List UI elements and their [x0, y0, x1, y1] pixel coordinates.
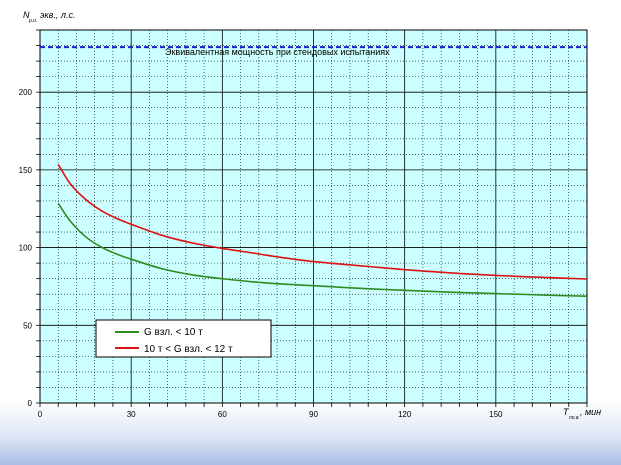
legend-box — [95, 319, 272, 358]
y-axis-label: N — [23, 10, 30, 20]
tick-marks — [36, 29, 588, 407]
x-tick-label: 120 — [398, 410, 412, 419]
legend: G взл. < 10 т 10 т < G взл. < 12 т — [95, 319, 272, 358]
y-tick-label: 150 — [19, 166, 33, 175]
y-tick-label: 50 — [23, 321, 32, 330]
y-tick-label: 200 — [19, 88, 33, 97]
y-axis-label-main: N — [23, 10, 30, 20]
x-axis-label-main: T — [563, 407, 570, 417]
y-tick-label: 0 — [28, 399, 33, 408]
x-tick-label: 60 — [218, 410, 227, 419]
x-tick-label: 30 — [127, 410, 136, 419]
y-tick-label: 100 — [19, 244, 33, 253]
legend-label-g-10-12t: 10 т < G взл. < 12 т — [144, 344, 233, 355]
legend-label-g-under-10t: G взл. < 10 т — [144, 327, 203, 338]
series-layer — [57, 163, 588, 297]
y-axis-label-sub: р.о. — [28, 18, 37, 24]
x-axis-label-rest: , мин — [580, 407, 601, 417]
reference-annotation: Эквивалентная мощность при стендовых исп… — [165, 47, 390, 57]
tick-labels: 0 50 100 150 200 0 30 60 90 120 150 — [19, 88, 503, 419]
x-tick-label: 90 — [309, 410, 318, 419]
x-tick-label: 150 — [489, 410, 503, 419]
series-line-0 — [57, 202, 588, 297]
y-axis-label-rest: экв., л.с. — [40, 10, 75, 20]
x-tick-label: 0 — [38, 410, 43, 419]
series-line-1 — [57, 163, 588, 280]
x-axis-label-sub: по.в. — [569, 415, 580, 421]
